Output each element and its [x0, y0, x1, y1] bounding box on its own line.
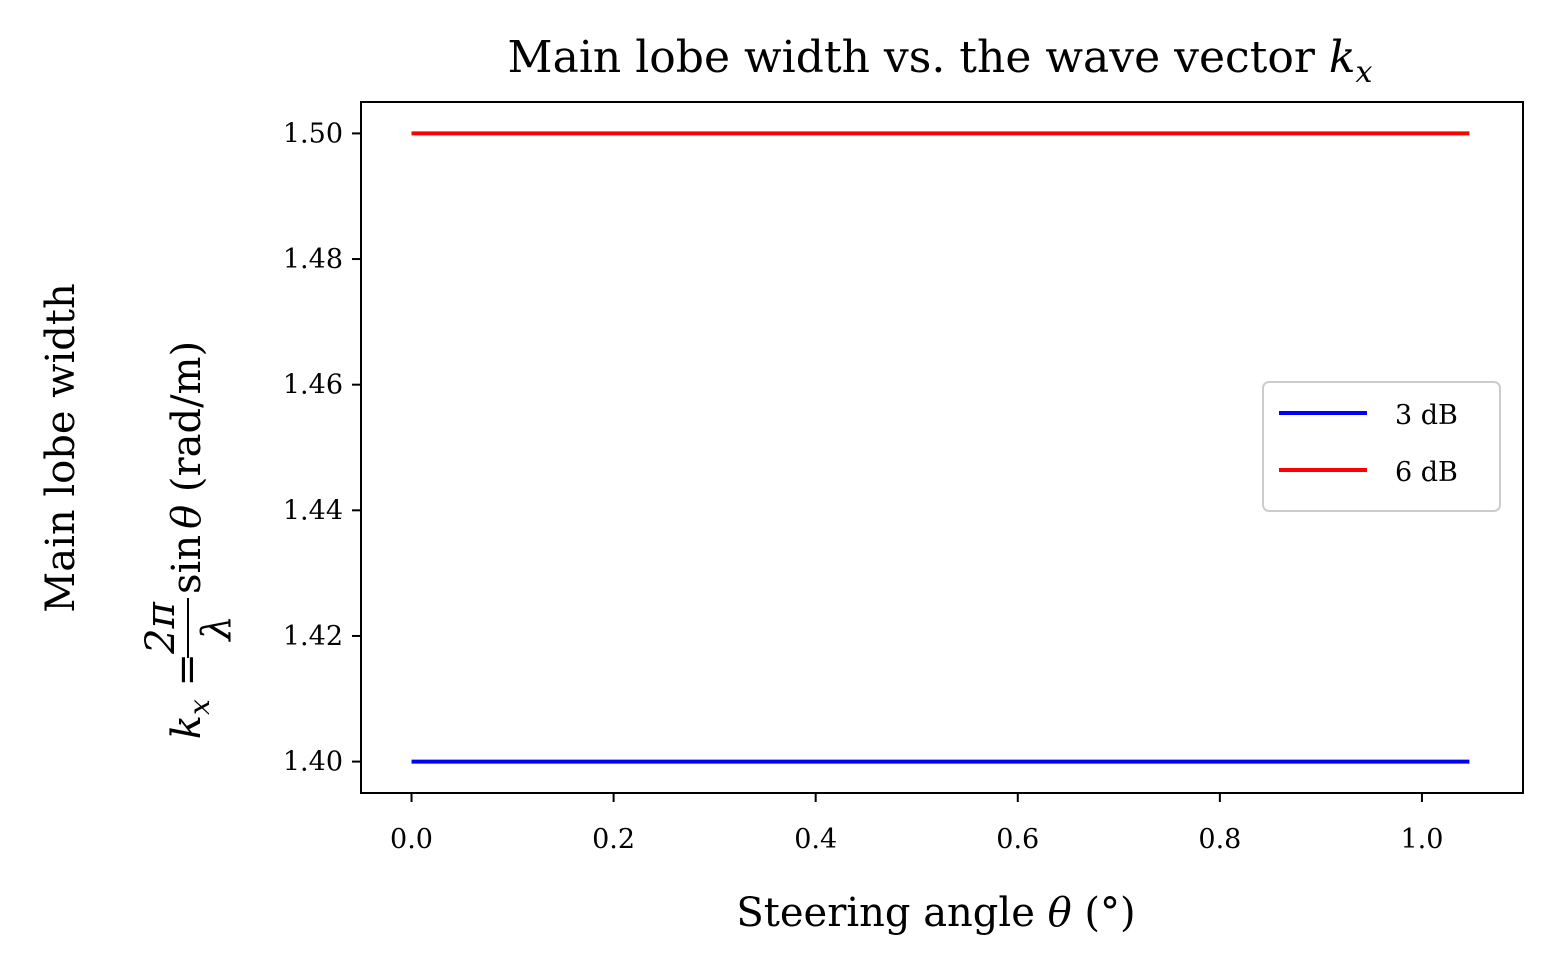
x-axis-label-unit: (°)	[1072, 890, 1136, 936]
y-axis-label-equals: =	[164, 653, 210, 699]
y-tick-label: 1.42	[283, 621, 343, 652]
plot-frame	[360, 101, 1524, 794]
chart-title-text: Main lobe width vs. the wave vector	[508, 32, 1329, 83]
legend: 3 dB 6 dB	[1262, 381, 1501, 512]
y-tick-label: 1.46	[283, 370, 343, 401]
y-tick-label: 1.44	[283, 495, 343, 526]
y-tick-label: 1.48	[283, 244, 343, 275]
y-axis-label-denominator: λ	[194, 615, 240, 642]
y-axis-label-func: sin	[164, 535, 210, 594]
y-tick-label: 1.50	[283, 118, 343, 149]
chart-title-subscript: x	[1356, 55, 1373, 90]
y-tick-label: 1.40	[283, 747, 343, 778]
y-axis-label-lhs-var: k	[164, 715, 210, 739]
y-axis-label-lhs: kx =	[164, 653, 216, 739]
legend-label-3db: 3 dB	[1395, 400, 1458, 431]
legend-box	[1262, 381, 1501, 512]
y-axis-label-rhs: sin θ (rad/m)	[164, 341, 210, 594]
x-tick-label: 0.4	[794, 824, 837, 855]
y-axis-label-unit: (rad/m)	[164, 341, 210, 505]
x-tick-label: 0.2	[592, 824, 635, 855]
y-axis-label-func-var: θ	[164, 505, 210, 529]
y-axis-label-lhs-sub: x	[183, 699, 216, 715]
y-axis-label: Main lobe width kx = 2π λ sin θ (rad/m)	[38, 283, 240, 739]
legend-label-6db: 6 dB	[1395, 457, 1458, 488]
x-axis-label-text: Steering angle	[736, 890, 1047, 936]
series-lines	[411, 131, 1470, 764]
chart-title-variable: k	[1329, 32, 1356, 83]
x-tick-label: 1.0	[1400, 824, 1443, 855]
x-tick-label: 0.0	[390, 824, 433, 855]
x-axis-label: Steering angle θ (°)	[736, 890, 1135, 936]
y-axis-label-numerator: 2π	[138, 601, 184, 654]
x-tick-label: 0.6	[996, 824, 1039, 855]
chart-title: Main lobe width vs. the wave vector kx	[508, 32, 1373, 90]
y-axis-label-line1: Main lobe width	[38, 283, 84, 612]
x-axis-ticks: 0.0 0.2 0.4 0.6 0.8 1.0	[390, 793, 1443, 855]
x-tick-label: 0.8	[1198, 824, 1241, 855]
x-axis-label-variable: θ	[1048, 890, 1072, 936]
y-axis-ticks: 1.40 1.42 1.44 1.46 1.48 1.50	[283, 118, 361, 778]
